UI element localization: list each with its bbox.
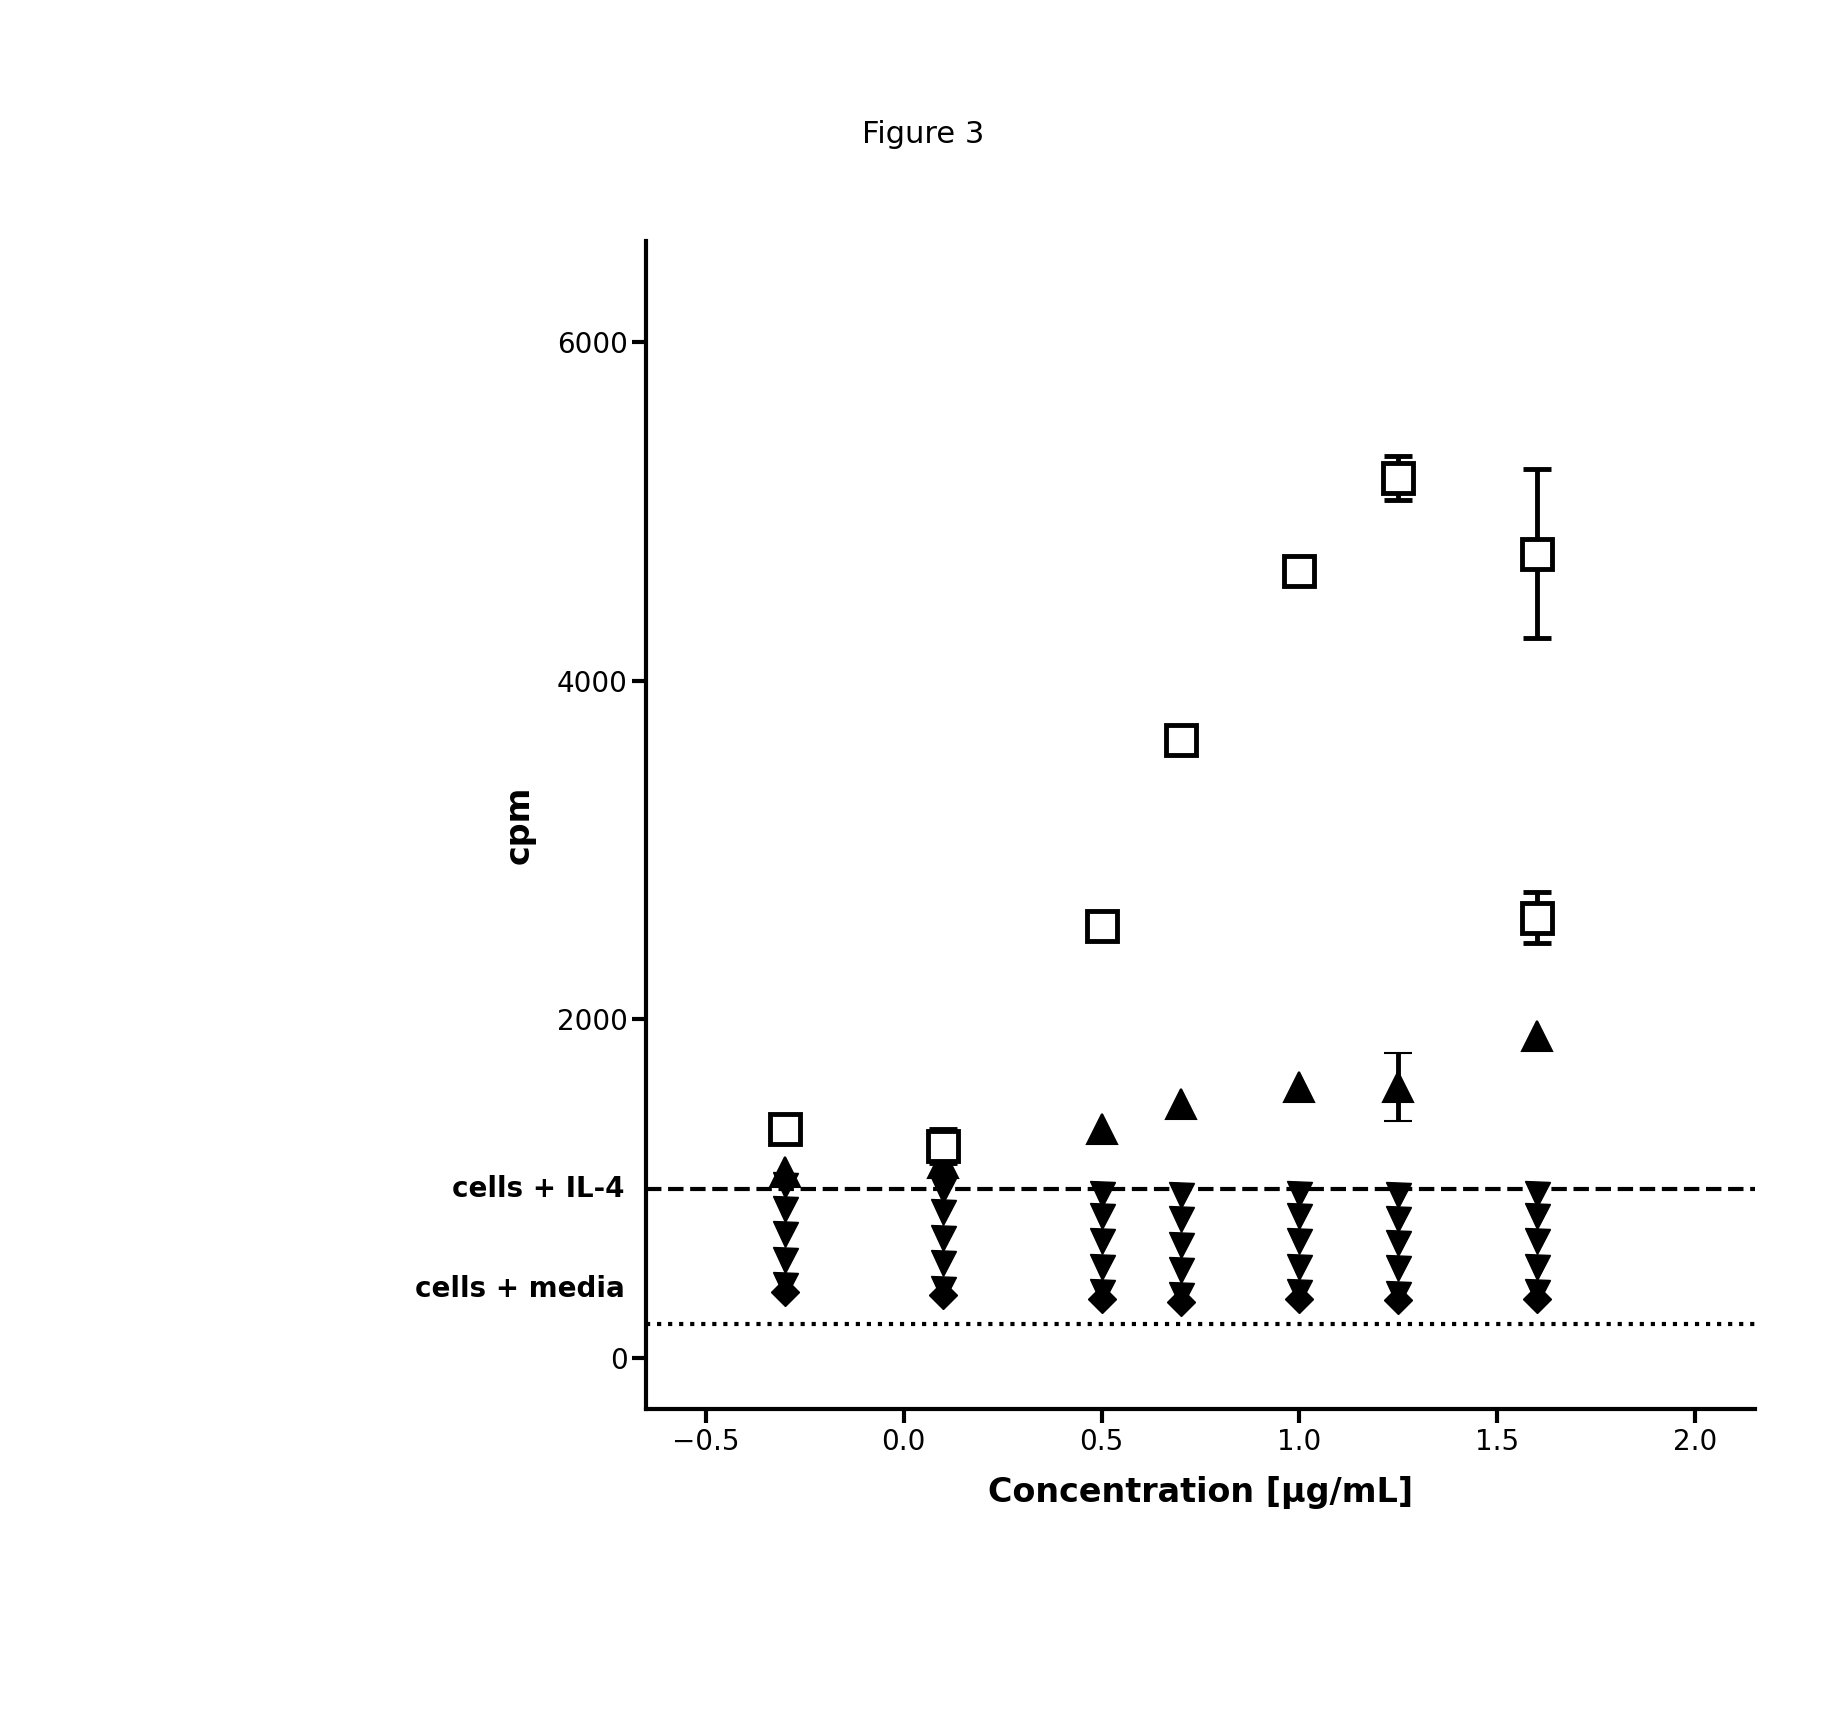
X-axis label: Concentration [μg/mL]: Concentration [μg/mL] bbox=[988, 1476, 1413, 1510]
Text: Figure 3: Figure 3 bbox=[863, 120, 984, 149]
Text: cells + IL-4: cells + IL-4 bbox=[453, 1175, 624, 1203]
Y-axis label: cpm: cpm bbox=[502, 785, 536, 864]
Text: cells + media: cells + media bbox=[414, 1275, 624, 1302]
